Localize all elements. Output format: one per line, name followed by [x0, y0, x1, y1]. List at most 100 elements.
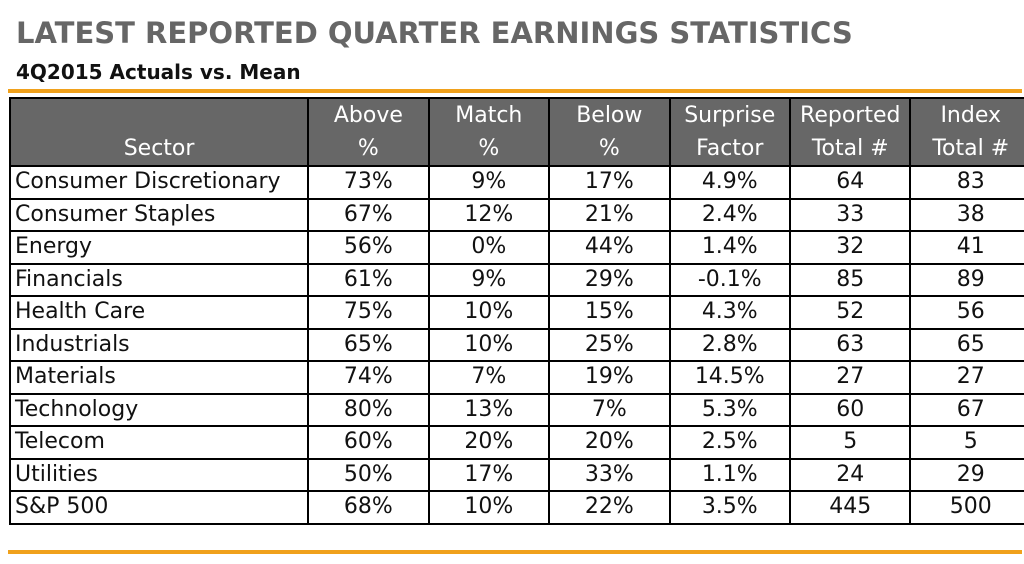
match-cell: 10% — [427, 490, 551, 525]
surprise-factor-cell: 2.5% — [668, 425, 792, 460]
match-cell: 7% — [427, 360, 551, 395]
match-cell: 9% — [427, 262, 551, 297]
reported-total-cell: 52 — [788, 295, 912, 330]
below-cell: 19% — [548, 360, 671, 395]
column-header-surprise-factor: Surprise Factor — [668, 97, 792, 167]
index-total-cell: 38 — [909, 197, 1024, 232]
page-subtitle: 4Q2015 Actuals vs. Mean — [16, 60, 301, 84]
surprise-factor-cell: 4.9% — [668, 165, 792, 200]
sector-cell: S&P 500 — [8, 490, 310, 525]
match-cell: 17% — [427, 457, 551, 492]
bottom-accent-rule — [8, 550, 1022, 554]
table-row: Technology 80% 13% 7% 5.3% 60 67 — [8, 392, 1024, 427]
surprise-factor-cell: 2.8% — [668, 327, 792, 362]
below-cell: 17% — [548, 165, 671, 200]
above-cell: 60% — [307, 425, 430, 460]
above-cell: 56% — [307, 230, 430, 265]
reported-total-cell: 32 — [788, 230, 912, 265]
below-cell: 29% — [548, 262, 671, 297]
index-total-cell: 89 — [909, 262, 1024, 297]
sector-cell: Industrials — [8, 327, 310, 362]
surprise-factor-cell: 14.5% — [668, 360, 792, 395]
below-cell: 44% — [548, 230, 671, 265]
reported-total-cell: 5 — [788, 425, 912, 460]
column-header-index-total: Index Total # — [909, 97, 1024, 167]
match-cell: 20% — [427, 425, 551, 460]
match-cell: 9% — [427, 165, 551, 200]
table-row: Telecom 60% 20% 20% 2.5% 5 5 — [8, 425, 1024, 460]
below-cell: 20% — [548, 425, 671, 460]
above-cell: 73% — [307, 165, 430, 200]
column-header-sector: Sector — [8, 97, 310, 167]
reported-total-cell: 33 — [788, 197, 912, 232]
column-header-match: Match% — [427, 97, 551, 167]
index-total-cell: 27 — [909, 360, 1024, 395]
table-row: Energy 56% 0% 44% 1.4% 32 41 — [8, 230, 1024, 265]
top-accent-rule — [8, 89, 1022, 93]
index-total-cell: 5 — [909, 425, 1024, 460]
reported-total-cell: 24 — [788, 457, 912, 492]
index-total-cell: 65 — [909, 327, 1024, 362]
above-cell: 80% — [307, 392, 430, 427]
below-cell: 33% — [548, 457, 671, 492]
table-row: S&P 500 68% 10% 22% 3.5% 445 500 — [8, 490, 1024, 525]
column-header-above: Above% — [307, 97, 430, 167]
above-cell: 50% — [307, 457, 430, 492]
above-cell: 67% — [307, 197, 430, 232]
page-title: LATEST REPORTED QUARTER EARNINGS STATIST… — [16, 16, 853, 50]
below-cell: 21% — [548, 197, 671, 232]
surprise-factor-cell: 1.1% — [668, 457, 792, 492]
reported-total-cell: 445 — [788, 490, 912, 525]
table-row: Financials 61% 9% 29% -0.1% 85 89 — [8, 262, 1024, 297]
match-cell: 10% — [427, 327, 551, 362]
surprise-factor-cell: 5.3% — [668, 392, 792, 427]
reported-total-cell: 63 — [788, 327, 912, 362]
sector-cell: Telecom — [8, 425, 310, 460]
match-cell: 0% — [427, 230, 551, 265]
index-total-cell: 29 — [909, 457, 1024, 492]
below-cell: 15% — [548, 295, 671, 330]
surprise-factor-cell: 1.4% — [668, 230, 792, 265]
earnings-statistics-table: Sector Above% Match% Below% Surprise Fact… — [8, 97, 1024, 525]
index-total-cell: 56 — [909, 295, 1024, 330]
below-cell: 25% — [548, 327, 671, 362]
index-total-cell: 500 — [909, 490, 1024, 525]
reported-total-cell: 64 — [788, 165, 912, 200]
column-header-reported-total: Reported Total # — [788, 97, 912, 167]
surprise-factor-cell: 4.3% — [668, 295, 792, 330]
below-cell: 22% — [548, 490, 671, 525]
table-row: Consumer Discretionary 73% 9% 17% 4.9% 64 83 — [8, 165, 1024, 200]
sector-cell: Consumer Discretionary — [8, 165, 310, 200]
table-header-row: Sector Above% Match% Below% Surprise Fact… — [8, 97, 1024, 167]
reported-total-cell: 27 — [788, 360, 912, 395]
surprise-factor-cell: -0.1% — [668, 262, 792, 297]
reported-total-cell: 85 — [788, 262, 912, 297]
reported-total-cell: 60 — [788, 392, 912, 427]
surprise-factor-cell: 3.5% — [668, 490, 792, 525]
sector-cell: Consumer Staples — [8, 197, 310, 232]
sector-cell: Energy — [8, 230, 310, 265]
index-total-cell: 67 — [909, 392, 1024, 427]
sector-cell: Materials — [8, 360, 310, 395]
column-header-below: Below% — [548, 97, 671, 167]
table-row: Utilities 50% 17% 33% 1.1% 24 29 — [8, 457, 1024, 492]
sector-cell: Financials — [8, 262, 310, 297]
table-row: Industrials 65% 10% 25% 2.8% 63 65 — [8, 327, 1024, 362]
sector-cell: Technology — [8, 392, 310, 427]
surprise-factor-cell: 2.4% — [668, 197, 792, 232]
match-cell: 12% — [427, 197, 551, 232]
table-row: Health Care 75% 10% 15% 4.3% 52 56 — [8, 295, 1024, 330]
above-cell: 61% — [307, 262, 430, 297]
index-total-cell: 41 — [909, 230, 1024, 265]
sector-cell: Utilities — [8, 457, 310, 492]
table-body: Consumer Discretionary 73% 9% 17% 4.9% 64 83 Co… — [8, 165, 1024, 525]
above-cell: 68% — [307, 490, 430, 525]
table-row: Consumer Staples 67% 12% 21% 2.4% 33 38 — [8, 197, 1024, 232]
sector-cell: Health Care — [8, 295, 310, 330]
table-row: Materials 74% 7% 19% 14.5% 27 27 — [8, 360, 1024, 395]
above-cell: 75% — [307, 295, 430, 330]
match-cell: 10% — [427, 295, 551, 330]
match-cell: 13% — [427, 392, 551, 427]
above-cell: 74% — [307, 360, 430, 395]
above-cell: 65% — [307, 327, 430, 362]
